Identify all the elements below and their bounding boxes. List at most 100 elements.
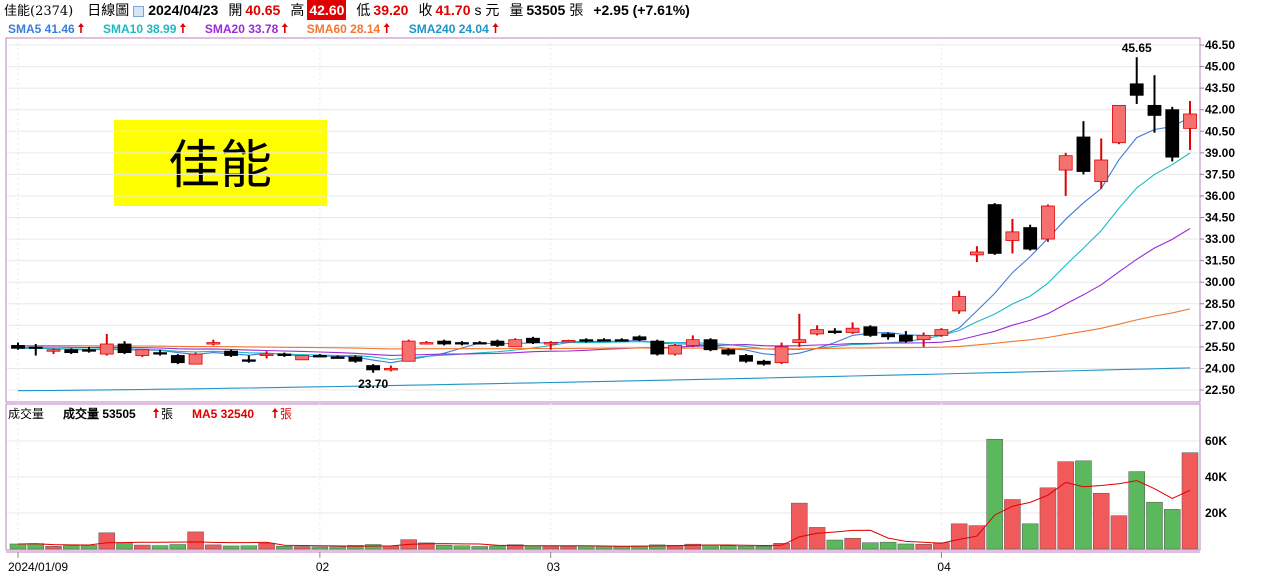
price-grid bbox=[7, 44, 1199, 391]
volume-panel[interactable] bbox=[5, 403, 1201, 551]
candle-body bbox=[614, 339, 629, 342]
volume-bar bbox=[613, 546, 631, 550]
volume-bar bbox=[311, 546, 329, 550]
volume-bar bbox=[293, 546, 311, 550]
candle-body bbox=[756, 360, 771, 365]
candle-body bbox=[259, 353, 274, 356]
ma-legend-item: SMA5 41.46 bbox=[8, 22, 75, 36]
change-value: +2.95 (+7.61%) bbox=[593, 2, 690, 18]
candle-body bbox=[401, 340, 416, 362]
candle-body bbox=[650, 340, 665, 355]
ma-legend-item: SMA60 28.14 bbox=[307, 22, 381, 36]
volume-bar bbox=[98, 532, 116, 550]
price-tick-label: 39.00 bbox=[1205, 146, 1235, 160]
vol-ma5-legend-unit: 張 bbox=[280, 407, 292, 421]
volume-bars bbox=[9, 438, 1199, 550]
candle-body bbox=[46, 349, 61, 352]
candle-body bbox=[916, 334, 931, 341]
price-tick-label: 43.50 bbox=[1205, 81, 1235, 95]
candle-body bbox=[987, 204, 1002, 254]
sma-line bbox=[18, 308, 1191, 350]
volume-bar bbox=[347, 545, 364, 550]
ma-up-arrow-icon bbox=[179, 23, 186, 33]
candle-body bbox=[703, 339, 718, 351]
candle-body bbox=[774, 346, 789, 364]
volume-legend-unit: 張 bbox=[161, 407, 173, 421]
open-label: 開 bbox=[228, 2, 243, 18]
volume-tick-label: 20K bbox=[1205, 506, 1227, 520]
price-tick-label: 36.00 bbox=[1205, 189, 1235, 203]
volume-bar bbox=[1075, 460, 1092, 550]
price-tick-label: 33.00 bbox=[1205, 232, 1235, 246]
price-tick-label: 31.50 bbox=[1205, 254, 1235, 268]
volume-ma5-line bbox=[17, 480, 1191, 547]
date-tick-label: 03 bbox=[547, 560, 561, 574]
candle-body bbox=[1129, 83, 1144, 96]
volume-bar bbox=[649, 544, 666, 550]
candle-body bbox=[845, 327, 860, 333]
volume-bar bbox=[1057, 461, 1074, 550]
date-tick-label: 02 bbox=[316, 560, 330, 574]
candle-body bbox=[384, 368, 398, 371]
candle-body bbox=[898, 334, 913, 342]
price-tick-label: 24.00 bbox=[1205, 361, 1235, 375]
candle-body bbox=[1147, 104, 1162, 116]
stock-name[interactable]: 佳能(2374) bbox=[4, 4, 74, 19]
volume-panel-title: 成交量 bbox=[8, 406, 44, 421]
open-value: 40.65 bbox=[245, 2, 281, 18]
volume-bar bbox=[506, 544, 524, 550]
volume-bar bbox=[1110, 515, 1128, 550]
low-label: 低 bbox=[356, 2, 371, 18]
volume-bar bbox=[151, 545, 169, 550]
candle-body bbox=[99, 343, 114, 355]
volume-legend-up-arrow bbox=[153, 408, 159, 418]
price-tick-label: 30.00 bbox=[1205, 275, 1235, 289]
volume-bar bbox=[1163, 509, 1181, 550]
volume-bar bbox=[1004, 499, 1021, 550]
volume-bar bbox=[720, 545, 737, 550]
volume-bar bbox=[1039, 487, 1057, 550]
volume-bar bbox=[80, 545, 98, 550]
price-tick-label: 27.00 bbox=[1205, 318, 1235, 332]
volume-bar bbox=[791, 502, 808, 550]
volume-bar bbox=[879, 541, 897, 550]
price-tick-label: 40.50 bbox=[1205, 124, 1235, 138]
price-panel[interactable] bbox=[5, 37, 1201, 403]
chart-type-label[interactable]: 日線圖 bbox=[87, 2, 130, 18]
volume-bar bbox=[524, 545, 542, 550]
candle-body bbox=[952, 296, 967, 312]
price-axis: 46.50 45.00 43.50 42.00 40.50 39.00 37.50 36.00… bbox=[1200, 38, 1235, 397]
candle-body bbox=[827, 330, 842, 333]
candle-body bbox=[970, 251, 984, 256]
candle-body bbox=[330, 356, 345, 359]
candle-body bbox=[277, 353, 292, 356]
ma-legend: SMA5 41.46 SMA10 38.99 SMA20 33.78 SMA60 28… bbox=[8, 22, 499, 36]
candle-body bbox=[472, 342, 487, 345]
volume-tick-label: 60K bbox=[1205, 434, 1227, 448]
volume-bar bbox=[1146, 501, 1163, 550]
volume-bar bbox=[986, 438, 1003, 550]
candle-body bbox=[1041, 205, 1055, 240]
peak-label: 45.65 bbox=[1122, 41, 1152, 55]
close-label: 收 bbox=[418, 2, 433, 18]
volume-bar bbox=[205, 544, 222, 550]
ma-up-arrow-icon bbox=[383, 23, 390, 33]
volume-bar bbox=[666, 544, 684, 550]
volume-bar bbox=[595, 546, 613, 550]
candle-body bbox=[632, 336, 647, 341]
candle-body bbox=[437, 340, 452, 345]
trough-label: 23.70 bbox=[358, 377, 388, 391]
candle-body bbox=[597, 339, 611, 342]
volume-tick-label: 40K bbox=[1205, 470, 1227, 484]
candle-body bbox=[508, 339, 523, 348]
candle-body bbox=[82, 349, 96, 352]
calendar-icon[interactable] bbox=[133, 5, 145, 17]
date-tick-label: 2024/01/09 bbox=[8, 560, 68, 574]
price-tick-label: 28.50 bbox=[1205, 297, 1235, 311]
candle-body bbox=[366, 365, 381, 371]
high-value: 42.60 bbox=[307, 0, 347, 20]
volume-bar bbox=[737, 545, 755, 550]
volume-bar bbox=[418, 542, 435, 550]
date-tick-label: 04 bbox=[937, 560, 951, 574]
